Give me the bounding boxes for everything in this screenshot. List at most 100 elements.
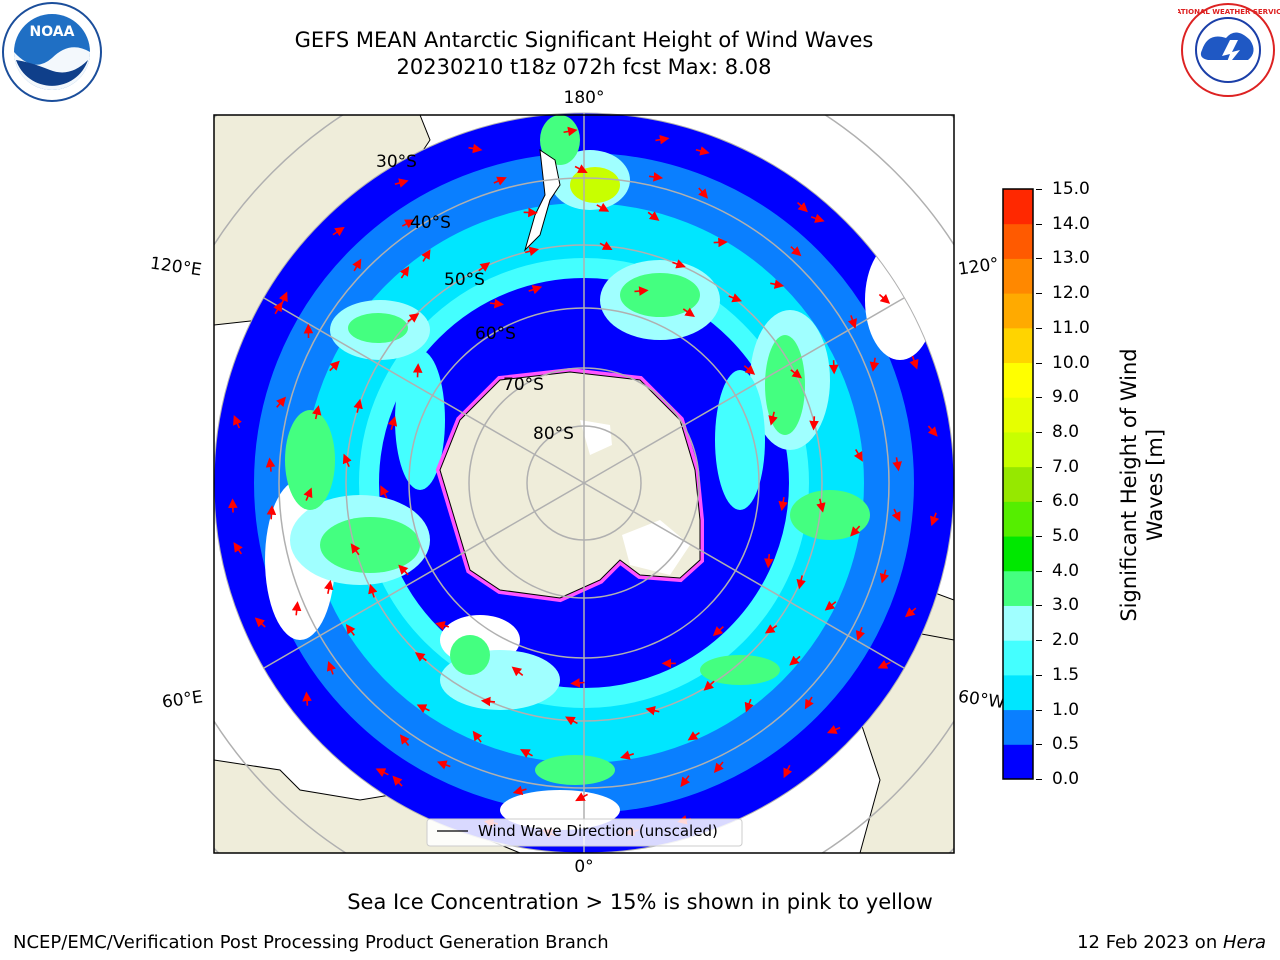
- wave-direction-arrow: [273, 301, 283, 315]
- wave-direction-arrow: [302, 691, 312, 706]
- wave-direction-arrow: [855, 627, 865, 641]
- colorbar-tick-mark: [1036, 570, 1042, 572]
- wave-direction-arrow: [712, 626, 724, 637]
- colorbar-tick-mark: [1036, 431, 1042, 433]
- wave-direction-arrow: [768, 411, 778, 426]
- wave-direction-arrow: [570, 678, 585, 688]
- colorbar-cell: [1003, 466, 1033, 502]
- wave-field: [214, 113, 954, 853]
- wave-direction-arrow: [853, 449, 863, 462]
- colorbar-tick-label: 11.0: [1052, 317, 1090, 338]
- wave-direction-arrow: [770, 279, 785, 289]
- nws-logo: NATIONAL WEATHER SERVICE: [1178, 3, 1280, 97]
- wave-direction-arrow: [647, 211, 660, 221]
- wave-direction-arrow: [599, 241, 613, 251]
- wave-direction-arrow: [468, 143, 483, 154]
- colorbar-tick-mark: [1036, 223, 1042, 225]
- colorbar-tick-mark: [1036, 189, 1042, 190]
- wave-direction-arrow: [303, 487, 313, 501]
- wave-direction-arrow: [525, 246, 540, 256]
- colorbar-tick-label: 1.0: [1052, 699, 1080, 720]
- wave-direction-arrow: [682, 307, 695, 318]
- colorbar-tick-mark: [1036, 605, 1042, 607]
- wave-direction-arrow: [648, 172, 664, 182]
- colorbar-cell: [1003, 293, 1033, 329]
- wave-direction-arrow: [764, 624, 778, 634]
- colorbar-cell: [1003, 501, 1033, 537]
- wave-direction-arrow: [927, 425, 938, 437]
- colorbar: [1002, 188, 1034, 780]
- wave-direction-arrow: [824, 600, 837, 611]
- colorbar-tick-label: 9.0: [1052, 387, 1080, 408]
- wave-direction-arrow: [480, 696, 496, 707]
- lon-label-180: 180°: [563, 88, 605, 108]
- wave-direction-arrow: [489, 298, 505, 309]
- wave-direction-arrow: [326, 661, 336, 675]
- colorbar-cell: [1003, 327, 1033, 364]
- colorbar-cell: [1003, 744, 1033, 780]
- wave-direction-arrow: [713, 761, 724, 773]
- wave-direction-arrow: [472, 730, 483, 743]
- new-zealand-land: [523, 148, 561, 252]
- colorbar-tick-mark: [1036, 397, 1042, 399]
- wave-direction-arrow: [375, 768, 389, 778]
- wave-direction-arrow: [291, 601, 302, 616]
- map-frame: [213, 114, 955, 854]
- wave-direction-arrow: [909, 355, 919, 370]
- colorbar-tick-mark: [1036, 362, 1042, 364]
- wave-direction-arrow: [401, 219, 415, 229]
- wave-direction-arrow: [826, 725, 841, 734]
- wave-direction-arrow: [565, 716, 578, 726]
- colorbar-cell: [1003, 709, 1033, 745]
- colorbar-tick-label: 8.0: [1052, 421, 1080, 442]
- colorbar-tick-label: 10.0: [1052, 352, 1090, 373]
- wave-direction-arrow: [435, 621, 450, 631]
- wave-direction-arrow: [380, 485, 389, 499]
- wave-direction-arrow: [387, 416, 398, 430]
- wave-direction-arrow: [698, 187, 709, 199]
- wave-direction-arrow: [345, 623, 356, 636]
- wave-direction-arrow: [352, 258, 362, 272]
- wave-direction-arrow: [879, 569, 890, 584]
- colorbar-tick-mark: [1036, 674, 1042, 676]
- wave-direction-arrow: [804, 696, 814, 710]
- lat-label-70s: 70°S: [503, 375, 544, 395]
- chart-subtitle: 20230210 t18z 072h fcst Max: 8.08: [396, 55, 772, 79]
- wave-direction-arrow: [695, 146, 710, 156]
- chart-title: GEFS MEAN Antarctic Significant Height o…: [294, 28, 874, 52]
- wave-direction-arrow: [528, 285, 543, 295]
- colorbar-cell: [1003, 258, 1033, 294]
- colorbar-tick-label: 15.0: [1052, 179, 1090, 199]
- nws-logo-text: NATIONAL WEATHER SERVICE: [1178, 8, 1280, 16]
- map-legend: [426, 818, 743, 847]
- wave-direction-arrow: [324, 579, 334, 594]
- wave-direction-arrow: [645, 705, 660, 716]
- wave-direction-arrow: [254, 617, 266, 628]
- wave-direction-arrow: [416, 704, 430, 713]
- wave-direction-arrow: [816, 498, 826, 513]
- wave-direction-arrow: [680, 775, 691, 788]
- colorbar-tick-mark: [1036, 709, 1042, 711]
- wave-direction-arrow: [394, 178, 409, 188]
- colorbar-cell: [1003, 570, 1033, 606]
- wave-direction-arrow: [655, 134, 670, 145]
- wave-direction-arrow: [399, 734, 410, 746]
- wave-direction-arrow: [512, 785, 527, 796]
- wave-direction-arrow: [789, 655, 801, 666]
- wave-direction-arrow: [687, 731, 700, 741]
- sea-ice-caption: Sea Ice Concentration > 15% is shown in …: [347, 890, 933, 914]
- colorbar-tick-label: 0.0: [1052, 769, 1080, 789]
- wave-direction-arrow: [703, 680, 715, 691]
- wave-direction-arrow: [790, 246, 802, 257]
- wave-direction-arrow: [511, 666, 524, 677]
- colorbar-tick-mark: [1036, 744, 1042, 746]
- wave-direction-arrow: [850, 525, 861, 537]
- wave-direction-arrow: [672, 259, 686, 269]
- wave-direction-arrow: [368, 583, 378, 598]
- colorbar-cell: [1003, 397, 1033, 433]
- wave-direction-arrow: [233, 414, 242, 429]
- wave-direction-arrow: [847, 315, 857, 329]
- wave-direction-arrow: [620, 750, 634, 760]
- wave-direction-arrow: [350, 543, 361, 556]
